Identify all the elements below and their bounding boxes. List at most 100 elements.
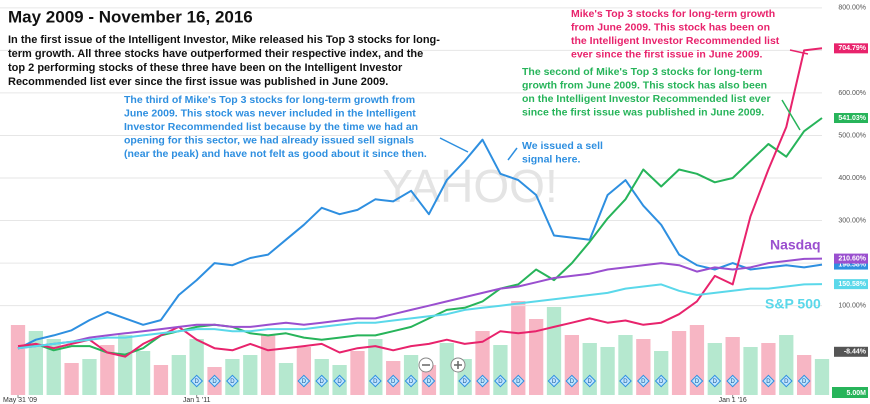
volume-bar <box>296 347 312 395</box>
arrow <box>439 137 469 153</box>
dividend-marker <box>690 374 704 388</box>
dividend-marker <box>476 374 489 388</box>
dividend-label: D <box>713 379 718 385</box>
grid-layer <box>0 7 822 307</box>
dividend-label: D <box>516 379 521 385</box>
dividend-label: D <box>302 379 307 385</box>
y-tick-label: 800.00% <box>838 5 866 12</box>
dividend-label: D <box>802 379 807 385</box>
end-label-box <box>834 113 868 124</box>
volume-bar <box>64 363 79 395</box>
dividend-label: D <box>194 379 199 385</box>
dividend-marker <box>779 374 793 388</box>
annotation-line: on the Intelligent Investor Recommended … <box>522 93 771 105</box>
volume-label: 5.00M <box>847 390 867 397</box>
dividend-label: D <box>784 379 789 385</box>
volume-bar <box>493 345 508 395</box>
dividend-label: D <box>337 379 342 385</box>
arrow <box>781 99 801 131</box>
end-label: 196.58% <box>838 261 866 268</box>
volume-bar <box>814 359 830 395</box>
volume-bar <box>671 331 687 395</box>
volume-bar <box>350 351 365 395</box>
annotation-line: opening for this sector, we had already … <box>124 134 414 146</box>
series-line <box>17 138 823 350</box>
annotation-line: In the first issue of the Intelligent In… <box>8 34 440 46</box>
dividend-marker <box>654 374 668 388</box>
annotation-line: the Intelligent Investor Recommended lis… <box>571 35 780 47</box>
volume-bar <box>654 351 669 395</box>
dividend-marker <box>494 374 507 388</box>
lines-layer <box>17 47 823 358</box>
series-line <box>17 117 823 356</box>
dividend-marker <box>636 374 650 388</box>
dividend-marker <box>726 374 740 388</box>
end-label-box <box>834 259 868 270</box>
dividend-marker <box>315 374 329 388</box>
volume-bar <box>439 343 454 395</box>
volume-bar <box>689 325 705 395</box>
volume-bar <box>600 347 615 395</box>
zoom-controls[interactable] <box>418 357 466 373</box>
end-label-box <box>834 279 868 290</box>
dividend-marker <box>208 374 221 388</box>
dividend-label: D <box>409 379 414 385</box>
annotation-line: Mike's Top 3 stocks for long-term growth <box>571 8 775 20</box>
dividend-label: D <box>641 379 646 385</box>
volume-bar <box>278 363 294 395</box>
annotation-line: signal here. <box>522 153 580 165</box>
volume-bar <box>135 351 151 395</box>
dividend-label: D <box>570 379 575 385</box>
annotation-line: since the first issue was published in J… <box>522 106 764 118</box>
annotation-line: The second of Mike's Top 3 stocks for lo… <box>522 66 762 78</box>
dividend-marker <box>565 374 579 388</box>
dividend-marker <box>797 374 811 388</box>
dividend-marker <box>619 374 632 388</box>
series-label: S&P 500 <box>765 296 821 312</box>
volume-label-box <box>832 387 868 398</box>
dividend-marker <box>708 374 722 388</box>
volume-bar <box>243 355 258 395</box>
volume-bar <box>118 335 133 395</box>
dividend-marker <box>511 374 525 388</box>
annotation-line: The third of Mike's Top 3 stocks for lon… <box>124 94 415 106</box>
dividend-label: D <box>480 379 485 385</box>
volume-bar <box>743 347 758 395</box>
annotation-line: We issued a sell <box>522 140 603 152</box>
dividend-label: D <box>462 379 467 385</box>
watermark: YAHOO! <box>382 160 558 212</box>
dividend-label: D <box>320 379 325 385</box>
series-line <box>17 47 823 358</box>
y-tick-label: 100.00% <box>838 302 866 309</box>
volume-bar <box>153 365 169 395</box>
dividend-marker <box>762 374 775 388</box>
dividend-label: D <box>230 379 235 385</box>
dividend-marker <box>583 374 597 388</box>
y-tick-label: 500.00% <box>838 132 866 139</box>
dividend-label: D <box>427 379 432 385</box>
volume-bar <box>511 301 526 395</box>
annotation-line: term growth. All three stocks have outpe… <box>8 48 423 60</box>
y-tick-label: 400.00% <box>838 175 866 182</box>
dividend-label: D <box>212 379 217 385</box>
dividend-marker <box>368 374 382 388</box>
dividend-label: D <box>498 379 503 385</box>
dividend-label: D <box>623 379 628 385</box>
end-label: 541.03% <box>838 115 866 122</box>
x-tick-label: Jan 1 '16 <box>719 397 747 404</box>
dividend-label: D <box>766 379 771 385</box>
annotation-line: Investor Recommended list because by the… <box>124 121 418 133</box>
y-tick-label: 600.00% <box>838 90 866 97</box>
arrow <box>789 49 809 55</box>
volume-bar <box>528 319 544 395</box>
annotation-line: growth from June 2009. This stock has al… <box>522 79 767 91</box>
dividend-marker <box>333 374 346 388</box>
dividend-marker <box>547 374 561 388</box>
dividend-label: D <box>588 379 593 385</box>
dividend-label: D <box>695 379 700 385</box>
volume-bar <box>546 307 562 395</box>
dividend-label: D <box>659 379 664 385</box>
dividend-marker <box>386 374 400 388</box>
